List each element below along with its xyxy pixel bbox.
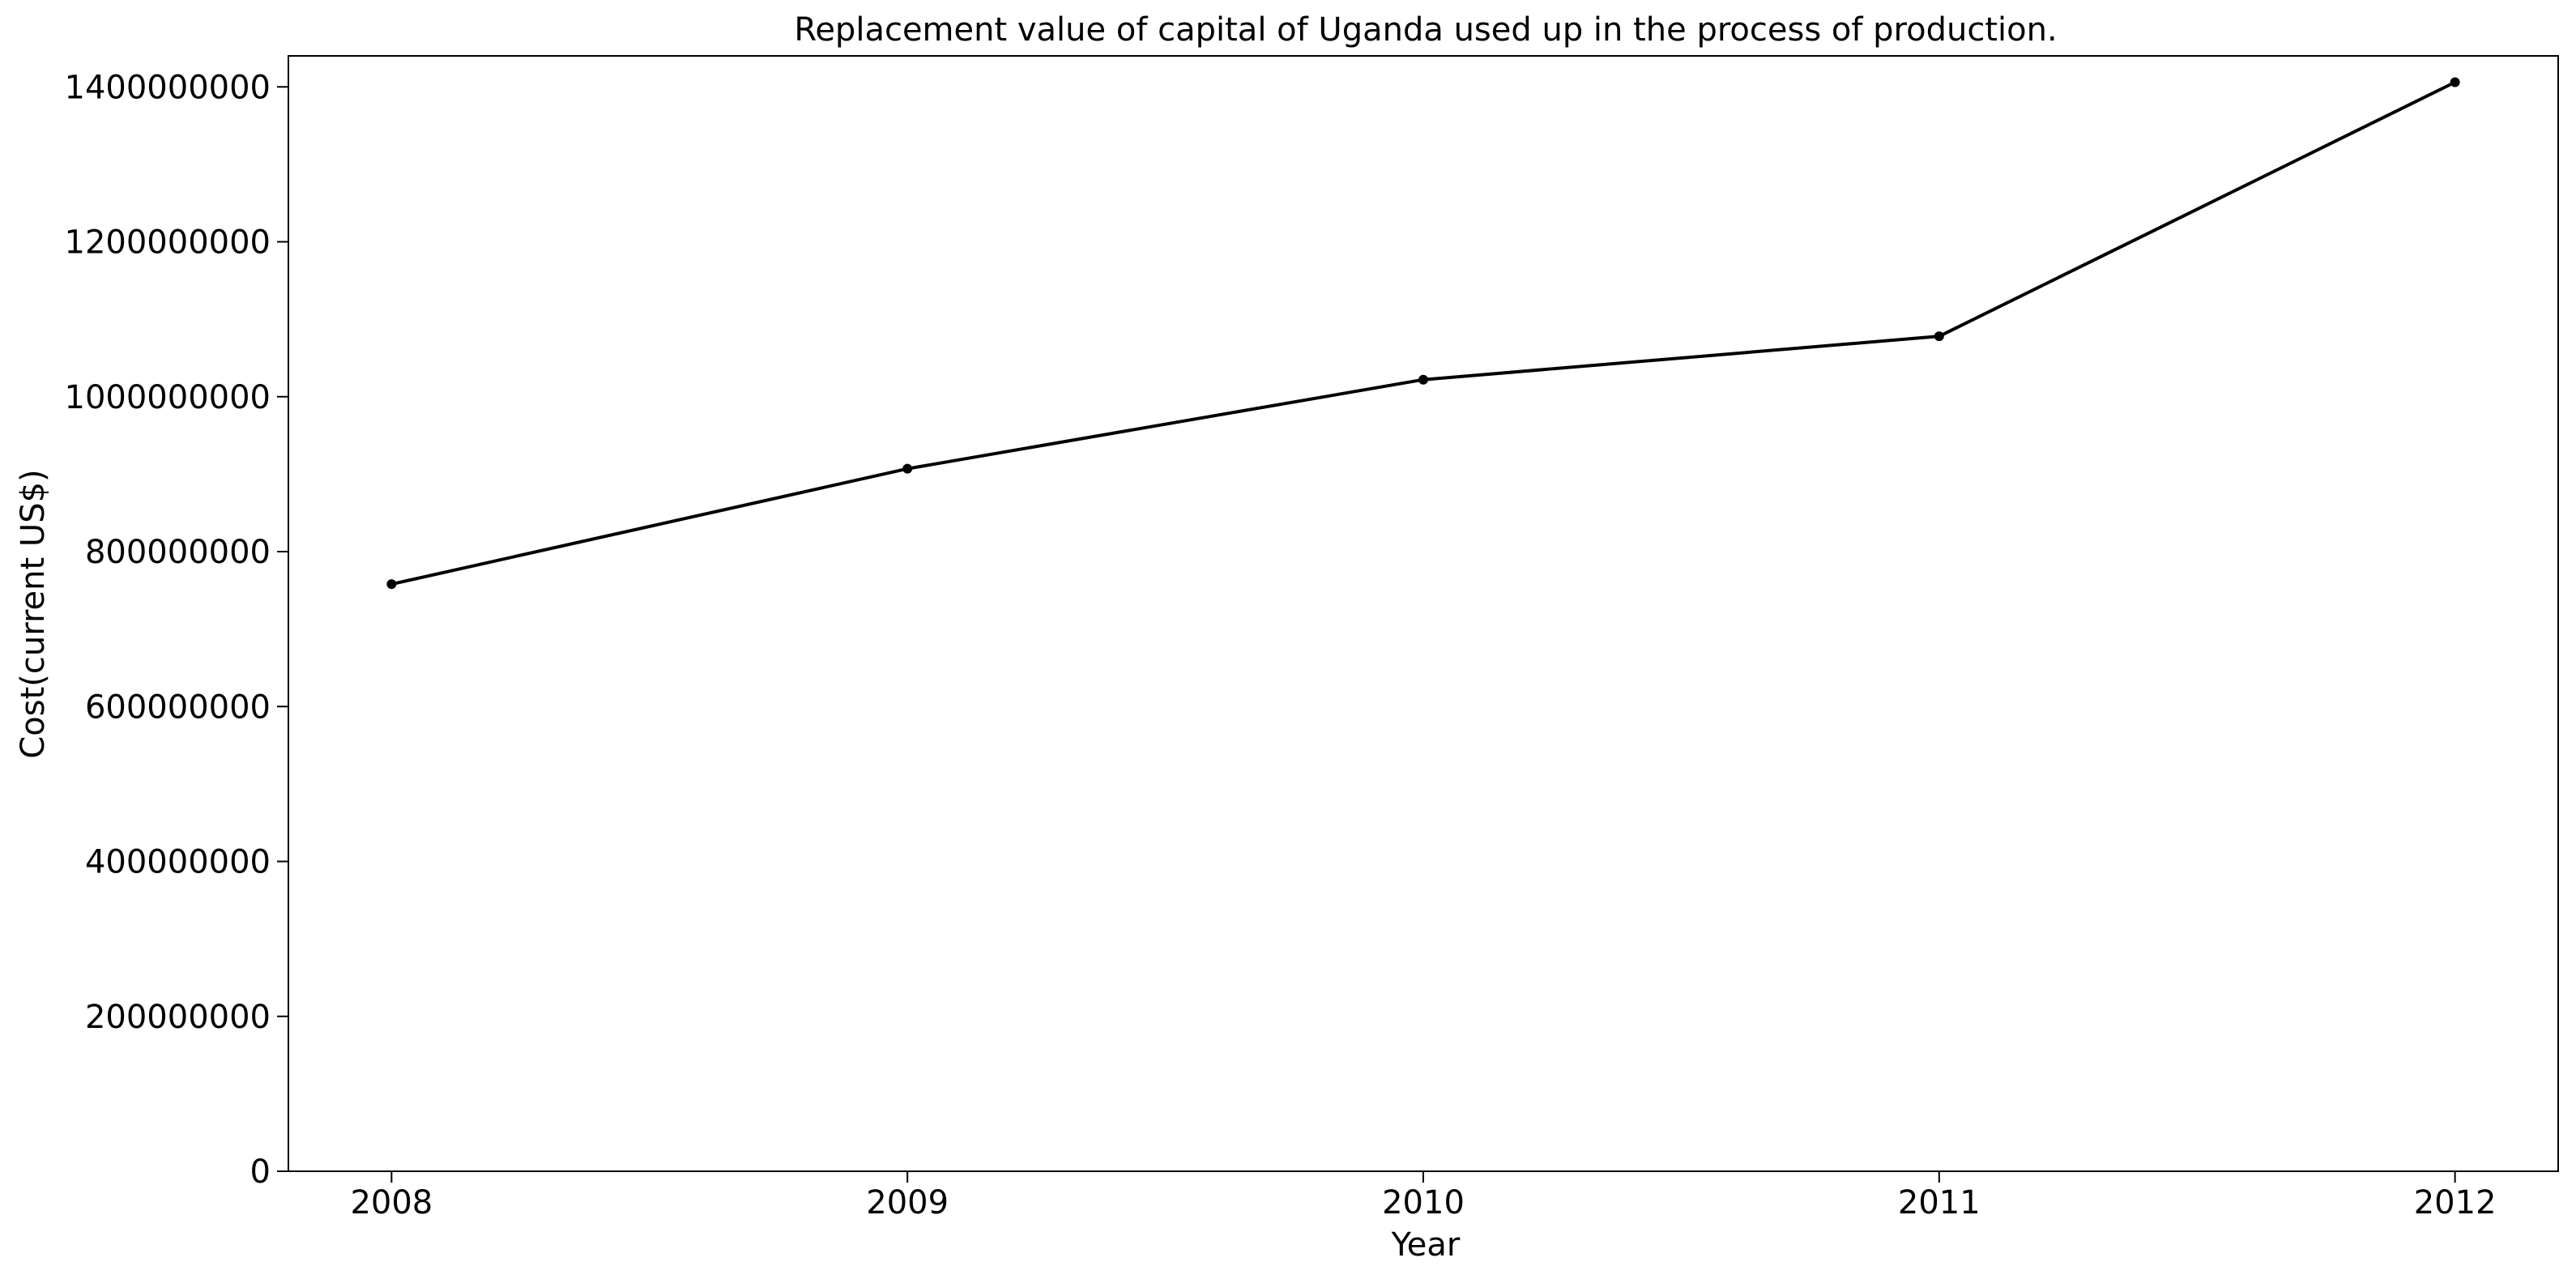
series-layer [386,77,2460,590]
x-tick-label: 2010 [1382,1184,1465,1221]
x-tick-label: 2008 [350,1184,433,1221]
x-axis: 2008 2009 2010 2011 2012 [350,1171,2497,1221]
x-tick-label: 2012 [2414,1184,2497,1221]
data-point [902,463,913,474]
data-point [386,579,397,590]
data-point [2450,77,2460,87]
plot-frame [288,55,2559,1172]
y-tick-label: 600000000 [85,689,271,726]
y-tick-label: 800000000 [85,534,271,571]
data-point [1418,374,1428,385]
x-tick-label: 2009 [866,1184,949,1221]
y-axis: 0 200000000 400000000 600000000 800000000 100… [65,69,288,1191]
x-tick-label: 2011 [1898,1184,1981,1221]
y-tick-label: 400000000 [85,844,271,881]
y-tick-label: 1200000000 [65,224,271,262]
y-tick-label: 200000000 [85,999,271,1036]
y-axis-label: Cost(current US$) [15,469,52,758]
data-point [1934,331,1944,342]
y-tick-label: 1400000000 [65,69,271,106]
y-tick-label: 1000000000 [65,379,271,416]
x-axis-label: Year [1391,1226,1461,1264]
y-tick-label: 0 [250,1153,271,1191]
chart-title: Replacement value of capital of Uganda u… [794,11,2057,49]
